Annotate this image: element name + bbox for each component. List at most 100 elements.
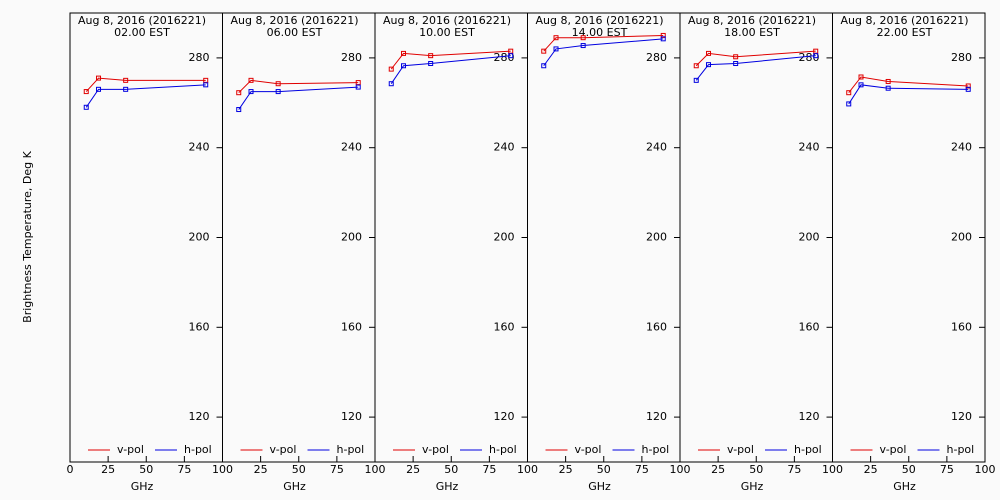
series-line [238,86,359,110]
x-tick-label: 25 [101,463,115,476]
x-tick-label: 50 [292,463,306,476]
y-tick-label: 160 [646,320,667,333]
point-marker [96,86,102,92]
x-tick-label: 100 [975,463,996,476]
panel-title: Aug 8, 2016 (2016221) [688,14,816,27]
point-marker [236,90,242,96]
legend-label: v-pol [575,443,602,456]
point-marker [858,74,864,80]
series-line [848,76,969,94]
x-axis-label: GHz [893,480,916,493]
x-tick-label: 75 [940,463,954,476]
y-tick-label: 280 [189,51,210,64]
y-tick-label: 160 [799,320,820,333]
x-tick-label: 0 [67,463,74,476]
series-line [543,38,664,67]
point-marker [846,101,852,107]
point-marker [123,77,129,83]
x-axis-label: GHz [131,480,154,493]
point-marker [123,86,129,92]
y-tick-label: 200 [646,231,667,244]
point-marker [660,36,666,42]
point-marker [83,89,89,95]
panel-subtitle: 06.00 EST [267,26,323,39]
legend-label: h-pol [642,443,670,456]
series-line [390,55,511,84]
panel-title: Aug 8, 2016 (2016221) [840,14,968,27]
panel-subtitle: 18.00 EST [724,26,780,39]
x-tick-label: 100 [517,463,538,476]
panel-subtitle: 02.00 EST [114,26,170,39]
y-tick-label: 120 [799,410,820,423]
y-tick-label: 280 [951,51,972,64]
point-marker [706,50,712,56]
x-tick-label: 50 [444,463,458,476]
point-marker [965,86,971,92]
point-marker [733,61,739,67]
point-marker [553,46,559,52]
x-axis-label: GHz [588,480,611,493]
x-tick-label: 75 [635,463,649,476]
legend-label: h-pol [184,443,212,456]
point-marker [733,54,739,60]
y-tick-label: 120 [494,410,515,423]
series-line [848,84,969,105]
point-marker [885,78,891,84]
y-tick-label: 240 [494,141,515,154]
x-tick-label: 25 [254,463,268,476]
x-tick-label: 100 [365,463,386,476]
point-marker [813,53,819,59]
legend-label: h-pol [337,443,365,456]
x-tick-label: 75 [787,463,801,476]
point-marker [275,89,281,95]
point-marker [203,82,209,88]
point-marker [428,53,434,59]
point-marker [428,61,434,67]
y-tick-label: 160 [951,320,972,333]
y-tick-label: 120 [646,410,667,423]
series-line [543,34,664,52]
point-marker [388,81,394,87]
x-tick-label: 75 [330,463,344,476]
point-marker [96,75,102,81]
y-tick-label: 200 [951,231,972,244]
y-tick-label: 240 [799,141,820,154]
point-marker [580,35,586,41]
x-tick-label: 75 [177,463,191,476]
x-axis-label: GHz [741,480,764,493]
x-tick-label: 100 [670,463,691,476]
x-axis-label: GHz [283,480,306,493]
point-marker [858,82,864,88]
x-tick-label: 50 [139,463,153,476]
y-tick-label: 240 [189,141,210,154]
point-marker [541,48,547,54]
point-marker [965,83,971,89]
x-tick-label: 75 [482,463,496,476]
panel-title: Aug 8, 2016 (2016221) [78,14,206,27]
legend-label: h-pol [947,443,975,456]
y-tick-label: 160 [494,320,515,333]
legend-label: h-pol [794,443,822,456]
y-tick-label: 200 [799,231,820,244]
point-marker [355,84,361,90]
y-tick-label: 280 [341,51,362,64]
y-tick-label: 240 [646,141,667,154]
point-marker [248,89,254,95]
y-tick-label: 200 [189,231,210,244]
legend-label: v-pol [727,443,754,456]
legend-label: v-pol [422,443,449,456]
y-tick-label: 200 [341,231,362,244]
x-tick-label: 25 [406,463,420,476]
point-marker [885,85,891,91]
x-tick-label: 50 [597,463,611,476]
y-tick-label: 120 [951,410,972,423]
point-marker [388,66,394,72]
point-marker [693,77,699,83]
point-marker [401,63,407,69]
point-marker [580,43,586,49]
series-line [390,50,511,70]
series-line [85,77,206,92]
y-tick-label: 240 [951,141,972,154]
legend-label: h-pol [489,443,517,456]
